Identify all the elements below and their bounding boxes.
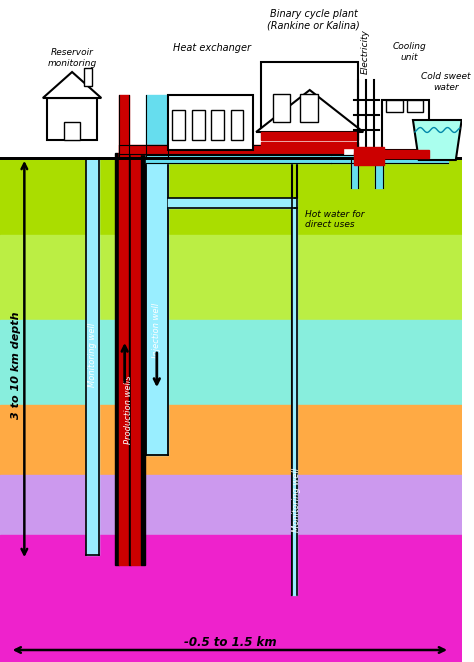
Bar — [261, 142, 358, 148]
Bar — [351, 158, 358, 188]
Bar — [0, 475, 462, 535]
Bar — [64, 122, 80, 140]
Bar — [386, 100, 403, 112]
Bar — [300, 94, 318, 122]
Text: Electricity: Electricity — [361, 30, 370, 74]
Text: Cooling
unit: Cooling unit — [392, 42, 426, 62]
Bar — [119, 153, 128, 565]
Bar — [173, 110, 185, 140]
Bar — [407, 100, 423, 112]
Bar — [119, 95, 128, 158]
Polygon shape — [43, 72, 101, 98]
Bar — [47, 98, 97, 140]
Text: Monitoring well: Monitoring well — [88, 323, 97, 387]
Polygon shape — [413, 120, 462, 160]
Bar — [86, 158, 100, 555]
Text: Heat exchanger: Heat exchanger — [173, 43, 251, 53]
Bar — [231, 110, 244, 140]
Text: Monitoring well: Monitoring well — [292, 468, 301, 532]
Text: Production wells: Production wells — [124, 376, 133, 444]
Bar — [261, 132, 358, 140]
Bar — [167, 95, 253, 150]
Bar — [261, 62, 358, 132]
Bar — [146, 155, 331, 163]
Bar — [0, 235, 462, 320]
Bar — [0, 320, 462, 405]
Bar — [128, 153, 131, 565]
Text: Injection well: Injection well — [152, 303, 161, 357]
Bar — [131, 153, 141, 565]
Bar — [292, 198, 297, 595]
Bar — [119, 145, 343, 154]
Bar — [354, 153, 384, 165]
Bar — [354, 147, 384, 155]
Text: -0.5 to 1.5 km: -0.5 to 1.5 km — [183, 636, 276, 649]
Text: Enhanced reservoir: Enhanced reservoir — [191, 593, 374, 611]
Bar — [211, 110, 224, 140]
Polygon shape — [256, 90, 363, 132]
Bar — [141, 153, 145, 565]
Text: Binary cycle plant
(Rankine or Kalina): Binary cycle plant (Rankine or Kalina) — [267, 9, 360, 31]
Bar — [0, 405, 462, 475]
Bar — [167, 198, 295, 208]
Bar — [84, 68, 91, 86]
Bar — [375, 158, 383, 188]
Bar — [382, 100, 428, 150]
Bar — [146, 95, 167, 158]
Text: Cold sweet
water: Cold sweet water — [421, 72, 471, 92]
Bar — [192, 110, 204, 140]
Bar — [0, 0, 462, 158]
Bar — [0, 158, 462, 235]
Bar — [331, 155, 448, 163]
Bar — [115, 153, 119, 565]
Bar — [146, 158, 167, 455]
Bar — [273, 94, 290, 122]
Text: Hot water for
direct uses: Hot water for direct uses — [305, 210, 365, 230]
Bar — [0, 535, 462, 662]
Bar — [382, 150, 428, 158]
Text: Reservoir
monitoring: Reservoir monitoring — [47, 48, 97, 68]
Text: 3 to 10 km depth: 3 to 10 km depth — [11, 311, 21, 419]
